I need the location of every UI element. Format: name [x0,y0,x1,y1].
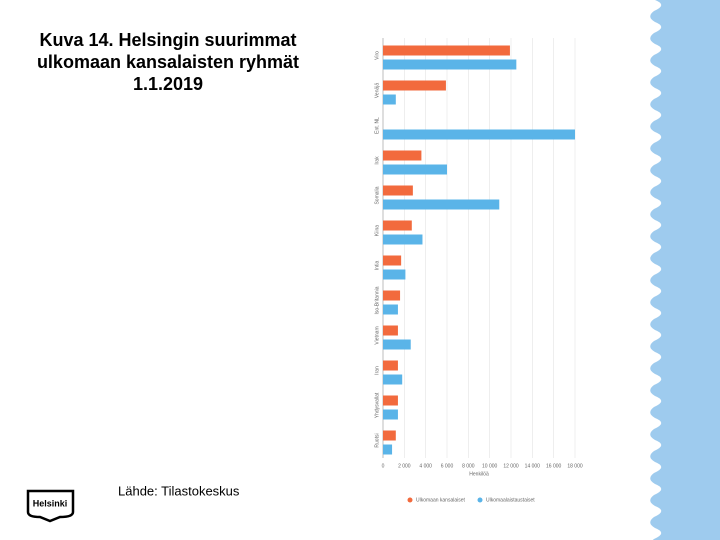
bar [383,374,403,385]
title-line: ulkomaan kansalaisten ryhmät [37,52,299,72]
x-tick-label: 14 000 [525,463,541,469]
y-tick-label: Viro [374,51,380,60]
bar [383,150,422,161]
legend-marker [407,497,413,503]
bar [383,304,398,315]
x-tick-label: 18 000 [567,463,583,469]
bar [383,129,575,140]
title-line: 1.1.2019 [133,74,203,94]
bar [383,444,393,455]
bar [383,430,396,441]
y-tick-label: Iso-Britannia [374,286,380,314]
source: Lähde: Tilastokeskus [118,483,240,498]
wavy-border [650,0,720,540]
x-tick-label: 16 000 [546,463,562,469]
y-tick-label: Intia [374,261,380,271]
x-axis-label: Henkilöä [469,471,489,477]
bar [383,80,446,91]
bar [383,325,398,336]
bar [383,255,402,266]
bar [383,199,500,210]
y-tick-label: Ent. NL [374,117,380,134]
x-tick-label: 8 000 [462,463,475,469]
y-tick-label: Somalia [374,186,380,204]
legend-label: Ulkomaan kansalaiset [416,497,466,503]
logo-shield [26,489,75,523]
bar [383,395,398,406]
y-tick-label: Iran [374,366,380,375]
bar [383,220,412,231]
bar [383,290,401,301]
y-tick-label: Venäjä [374,83,380,99]
y-tick-label: Ruotsi [374,433,380,447]
x-tick-label: 0 [382,463,385,469]
bar [383,339,411,350]
legend-marker [477,497,483,503]
x-tick-label: 2 000 [398,463,411,469]
x-tick-label: 12 000 [503,463,519,469]
y-tick-label: Kiina [374,225,380,236]
y-tick-label: Irak [374,156,380,165]
bar [383,185,413,196]
y-tick-label: Vietnam [374,326,380,344]
bar [383,234,423,245]
bar [383,164,447,175]
bar [383,360,398,371]
bar [383,269,406,280]
x-tick-label: 6 000 [441,463,454,469]
bar [383,409,398,420]
bar [383,59,517,70]
legend-label: Ulkomaalaistaustaiset [486,497,535,503]
title-line: Kuva 14. Helsingin suurimmat [39,30,296,50]
x-tick-label: 10 000 [482,463,498,469]
y-tick-label: Yhdysvallat [374,392,380,418]
logo-text: Helsinki [33,498,68,508]
bar [383,45,510,56]
bar [383,94,396,105]
x-tick-label: 4 000 [419,463,432,469]
